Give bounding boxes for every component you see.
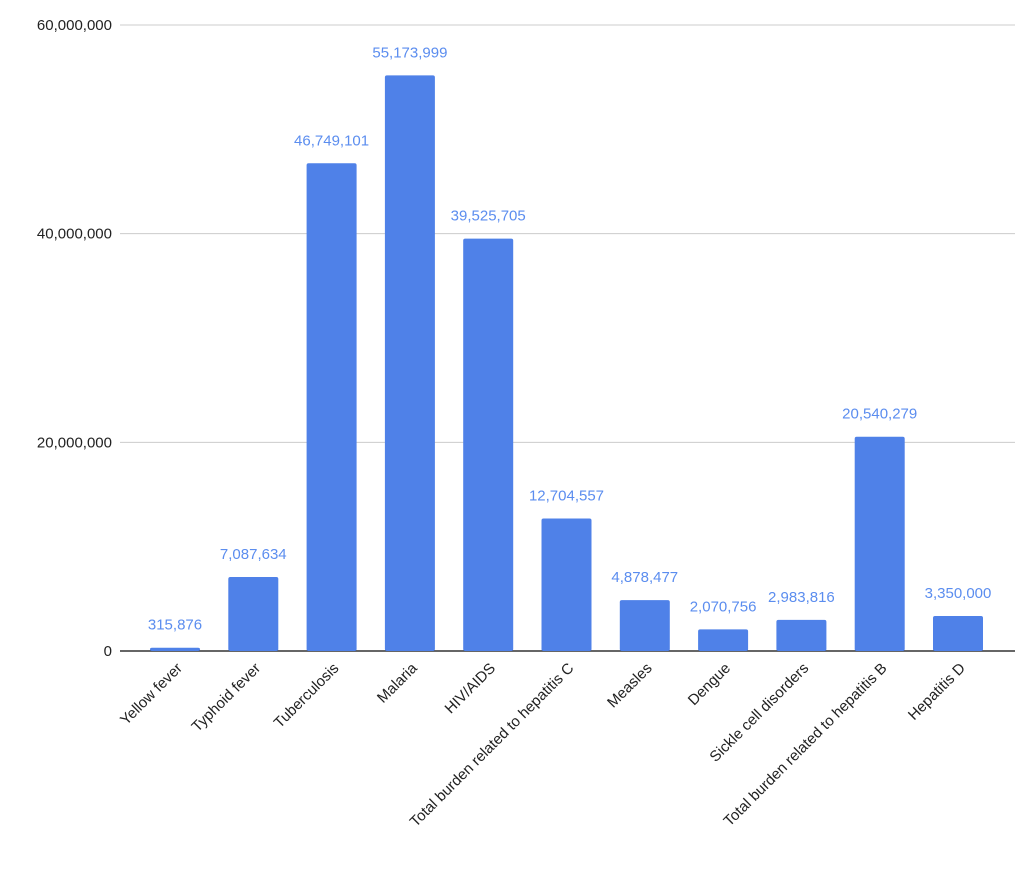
data-label: 2,070,756 <box>690 598 757 615</box>
bar <box>854 436 905 651</box>
x-tick-label: Malaria <box>374 659 421 706</box>
bar <box>463 238 514 651</box>
bar <box>228 577 279 651</box>
bar <box>306 163 357 652</box>
bar <box>619 600 670 651</box>
x-tick-label: Hepatitis D <box>905 660 969 724</box>
bar <box>541 518 592 651</box>
y-tick-label: 0 <box>104 643 112 660</box>
x-tick-label: HIV/AIDS <box>442 660 499 717</box>
bar <box>933 616 983 651</box>
data-label: 4,878,477 <box>611 569 678 586</box>
bar <box>776 619 827 651</box>
x-tick-label: Total burden related to hepatitis B <box>720 660 890 830</box>
x-tick-label: Dengue <box>685 660 734 709</box>
data-label: 315,876 <box>148 617 202 634</box>
x-tick-label: Yellow fever <box>117 660 186 729</box>
data-label: 20,540,279 <box>842 406 917 423</box>
data-label: 39,525,705 <box>451 208 526 225</box>
y-tick-label: 60,000,000 <box>37 17 112 34</box>
data-label: 46,749,101 <box>294 132 369 149</box>
x-tick-label: Measles <box>604 660 656 712</box>
data-label: 2,983,816 <box>768 589 835 606</box>
x-tick-label: Typhoid fever <box>188 660 264 736</box>
bar <box>698 629 749 651</box>
y-tick-label: 40,000,000 <box>37 226 112 243</box>
data-label: 12,704,557 <box>529 487 604 504</box>
y-tick-label: 20,000,000 <box>37 434 112 451</box>
data-label: 3,350,000 <box>925 585 992 602</box>
x-tick-label: Total burden related to hepatitis C <box>407 660 578 831</box>
data-label: 7,087,634 <box>220 546 287 563</box>
data-label: 55,173,999 <box>372 44 447 61</box>
x-tick-label: Tuberculosis <box>271 660 343 732</box>
bar <box>150 647 200 651</box>
bar <box>384 75 435 652</box>
